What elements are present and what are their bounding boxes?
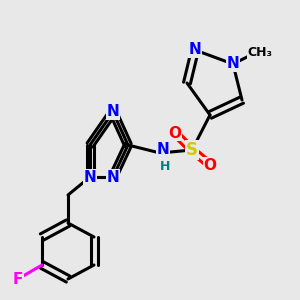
Text: CH₃: CH₃ [248, 46, 272, 59]
Text: N: N [226, 56, 239, 71]
Text: H: H [160, 160, 170, 172]
Text: F: F [13, 272, 23, 286]
Text: N: N [189, 43, 201, 58]
Text: N: N [106, 104, 119, 119]
Text: N: N [106, 169, 119, 184]
Text: S: S [186, 141, 198, 159]
Text: N: N [84, 169, 96, 184]
Text: O: O [169, 125, 182, 140]
Text: N: N [157, 142, 169, 158]
Text: O: O [203, 158, 217, 172]
